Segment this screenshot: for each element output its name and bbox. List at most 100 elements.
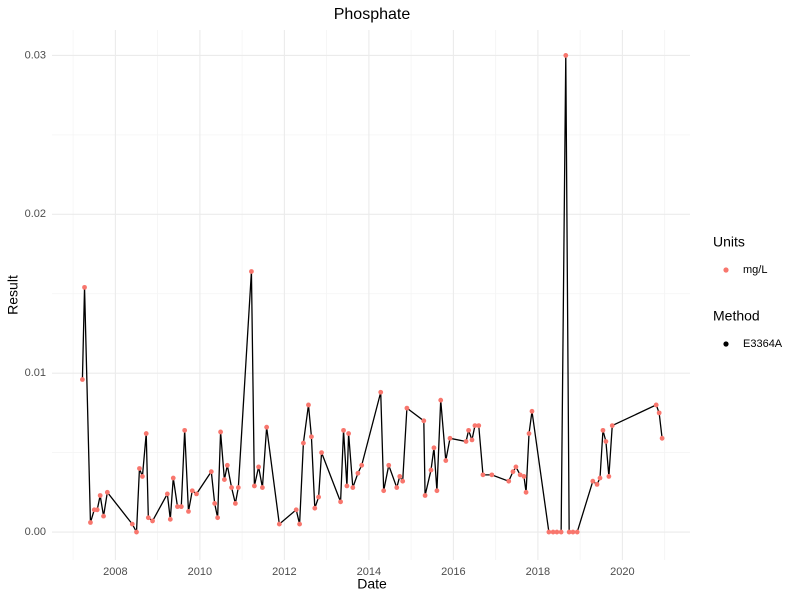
data-point — [421, 418, 427, 424]
data-point — [469, 437, 475, 443]
data-point — [378, 389, 384, 395]
x-tick-label: 2014 — [357, 566, 381, 578]
data-point — [129, 521, 135, 527]
data-point — [554, 529, 560, 535]
data-point — [526, 431, 532, 436]
legend-key — [723, 267, 729, 273]
data-point — [208, 469, 214, 475]
data-point — [558, 529, 564, 535]
data-point — [428, 467, 434, 473]
data-point — [590, 478, 596, 484]
data-point — [434, 488, 440, 494]
data-point — [167, 516, 173, 522]
data-point — [134, 529, 139, 535]
data-point — [563, 53, 569, 58]
data-point — [80, 377, 85, 382]
legend-label: mg/L — [743, 264, 767, 276]
data-point — [397, 474, 403, 479]
data-point — [517, 472, 523, 478]
data-point — [609, 423, 615, 428]
data-point — [312, 505, 318, 511]
data-point — [224, 462, 230, 468]
chart-title: Phosphate — [334, 6, 411, 23]
data-point — [355, 470, 361, 476]
data-point — [438, 397, 444, 403]
data-point — [150, 518, 155, 524]
data-point — [186, 508, 191, 514]
data-point — [143, 431, 149, 436]
data-point — [381, 488, 387, 494]
data-point — [550, 529, 556, 535]
data-point — [189, 488, 195, 494]
legend-title: Units — [713, 234, 745, 250]
data-point — [232, 501, 238, 506]
data-point — [306, 402, 311, 408]
data-point — [137, 466, 142, 471]
data-point — [350, 485, 356, 490]
data-point — [466, 427, 472, 433]
data-point — [300, 440, 306, 446]
data-point — [145, 515, 151, 521]
data-point — [293, 507, 299, 513]
data-point — [178, 504, 184, 510]
data-point — [597, 475, 603, 481]
data-point — [319, 450, 324, 456]
data-point — [400, 478, 406, 484]
data-point — [656, 410, 662, 416]
data-point — [194, 491, 199, 497]
data-point — [221, 477, 227, 483]
data-point — [594, 481, 600, 487]
x-tick-label: 2010 — [188, 566, 212, 578]
data-point — [249, 269, 254, 274]
data-point — [600, 427, 606, 433]
data-point — [506, 478, 512, 484]
y-tick-label: 0.03 — [25, 49, 46, 61]
data-point — [212, 501, 218, 506]
data-point — [309, 434, 314, 440]
x-tick-label: 2020 — [610, 566, 634, 578]
data-point — [431, 445, 437, 451]
data-point — [316, 494, 322, 500]
data-point — [140, 474, 145, 479]
data-point — [218, 429, 223, 435]
data-point — [606, 474, 612, 479]
data-point — [344, 483, 350, 489]
data-point — [480, 472, 486, 478]
data-point — [215, 515, 221, 521]
data-point — [476, 423, 482, 428]
data-point — [574, 529, 580, 535]
data-point — [97, 493, 103, 498]
data-point — [297, 521, 302, 527]
x-tick-label: 2018 — [526, 566, 550, 578]
data-point — [443, 458, 449, 463]
y-tick-label: 0.00 — [25, 526, 46, 538]
data-point — [422, 493, 428, 498]
data-point — [341, 427, 346, 433]
x-tick-label: 2012 — [272, 566, 296, 578]
data-point — [513, 464, 519, 470]
y-tick-label: 0.02 — [25, 208, 46, 220]
data-point — [510, 469, 516, 475]
data-point — [256, 464, 262, 470]
data-point — [472, 423, 478, 428]
data-point — [359, 462, 365, 468]
data-point — [235, 485, 241, 490]
legend-key — [723, 341, 729, 347]
data-point — [603, 439, 609, 444]
data-point — [529, 408, 535, 414]
data-point — [346, 431, 352, 436]
data-point — [570, 529, 576, 535]
data-point — [104, 489, 110, 495]
data-point — [94, 507, 100, 513]
data-point — [175, 504, 180, 510]
data-point — [447, 435, 453, 441]
x-tick-label: 2016 — [441, 566, 465, 578]
data-point — [338, 499, 343, 505]
legend-title: Method — [713, 308, 760, 324]
data-point — [164, 491, 170, 497]
data-point — [251, 483, 257, 489]
data-point — [521, 474, 527, 479]
data-point — [88, 520, 93, 525]
data-point — [659, 435, 665, 441]
